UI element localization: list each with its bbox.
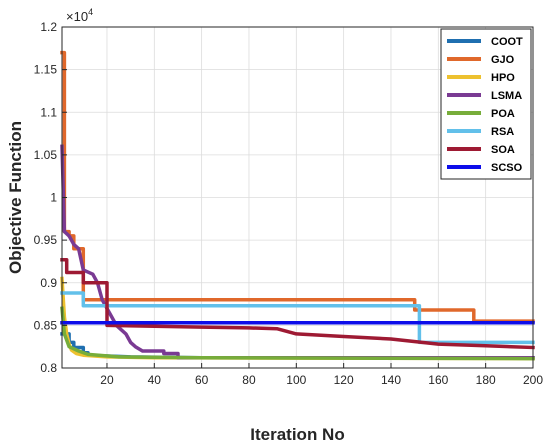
y-multiplier-exponent: 4 xyxy=(88,7,93,17)
y-tick-label: 0.95 xyxy=(34,233,58,247)
y-multiplier: ×104 xyxy=(66,7,93,24)
x-tick-label: 180 xyxy=(476,373,496,387)
legend: COOT GJO HPO LSMA POA RSA SOA SCSO xyxy=(440,28,532,180)
x-tick-label: 140 xyxy=(381,373,401,387)
y-tick-label: 0.85 xyxy=(34,318,58,332)
legend-label-soa: SOA xyxy=(491,144,515,156)
y-multiplier-base: ×10 xyxy=(66,9,88,24)
y-tick-label: 0.8 xyxy=(40,361,57,375)
x-tick-label: 20 xyxy=(100,373,114,387)
x-tick-label: 40 xyxy=(148,373,162,387)
y-tick-label: 1 xyxy=(50,191,57,205)
legend-label-gjo: GJO xyxy=(491,54,515,66)
y-tick-label: 0.9 xyxy=(40,276,57,290)
x-tick-label: 200 xyxy=(523,373,543,387)
legend-label-hpo: HPO xyxy=(491,72,515,84)
y-tick-label: 1.1 xyxy=(40,105,57,119)
y-axis-label: Objective Function xyxy=(6,121,25,274)
x-tick-label: 60 xyxy=(195,373,209,387)
x-tick-label: 100 xyxy=(286,373,306,387)
series-line-soa xyxy=(60,257,535,350)
legend-label-coot: COOT xyxy=(491,36,523,48)
x-axis-label: Iteration No xyxy=(250,425,344,444)
x-tick-label: 120 xyxy=(334,373,354,387)
series-line-poa xyxy=(60,306,535,361)
legend-label-scso: SCSO xyxy=(491,162,523,174)
y-tick-label: 1.05 xyxy=(34,148,58,162)
x-tick-label: 160 xyxy=(428,373,448,387)
legend-box xyxy=(440,28,532,180)
legend-label-rsa: RSA xyxy=(491,126,514,138)
ticks: 20 40 60 80 100 120 140 160 180 200 0.8 0.85 0.9 0.95… xyxy=(34,20,544,387)
y-tick-label: 1.2 xyxy=(40,20,57,34)
y-tick-label: 1.15 xyxy=(34,63,58,77)
legend-label-poa: POA xyxy=(491,108,515,120)
series-lines xyxy=(60,50,535,361)
legend-label-lsma: LSMA xyxy=(491,90,522,102)
x-tick-label: 80 xyxy=(242,373,256,387)
